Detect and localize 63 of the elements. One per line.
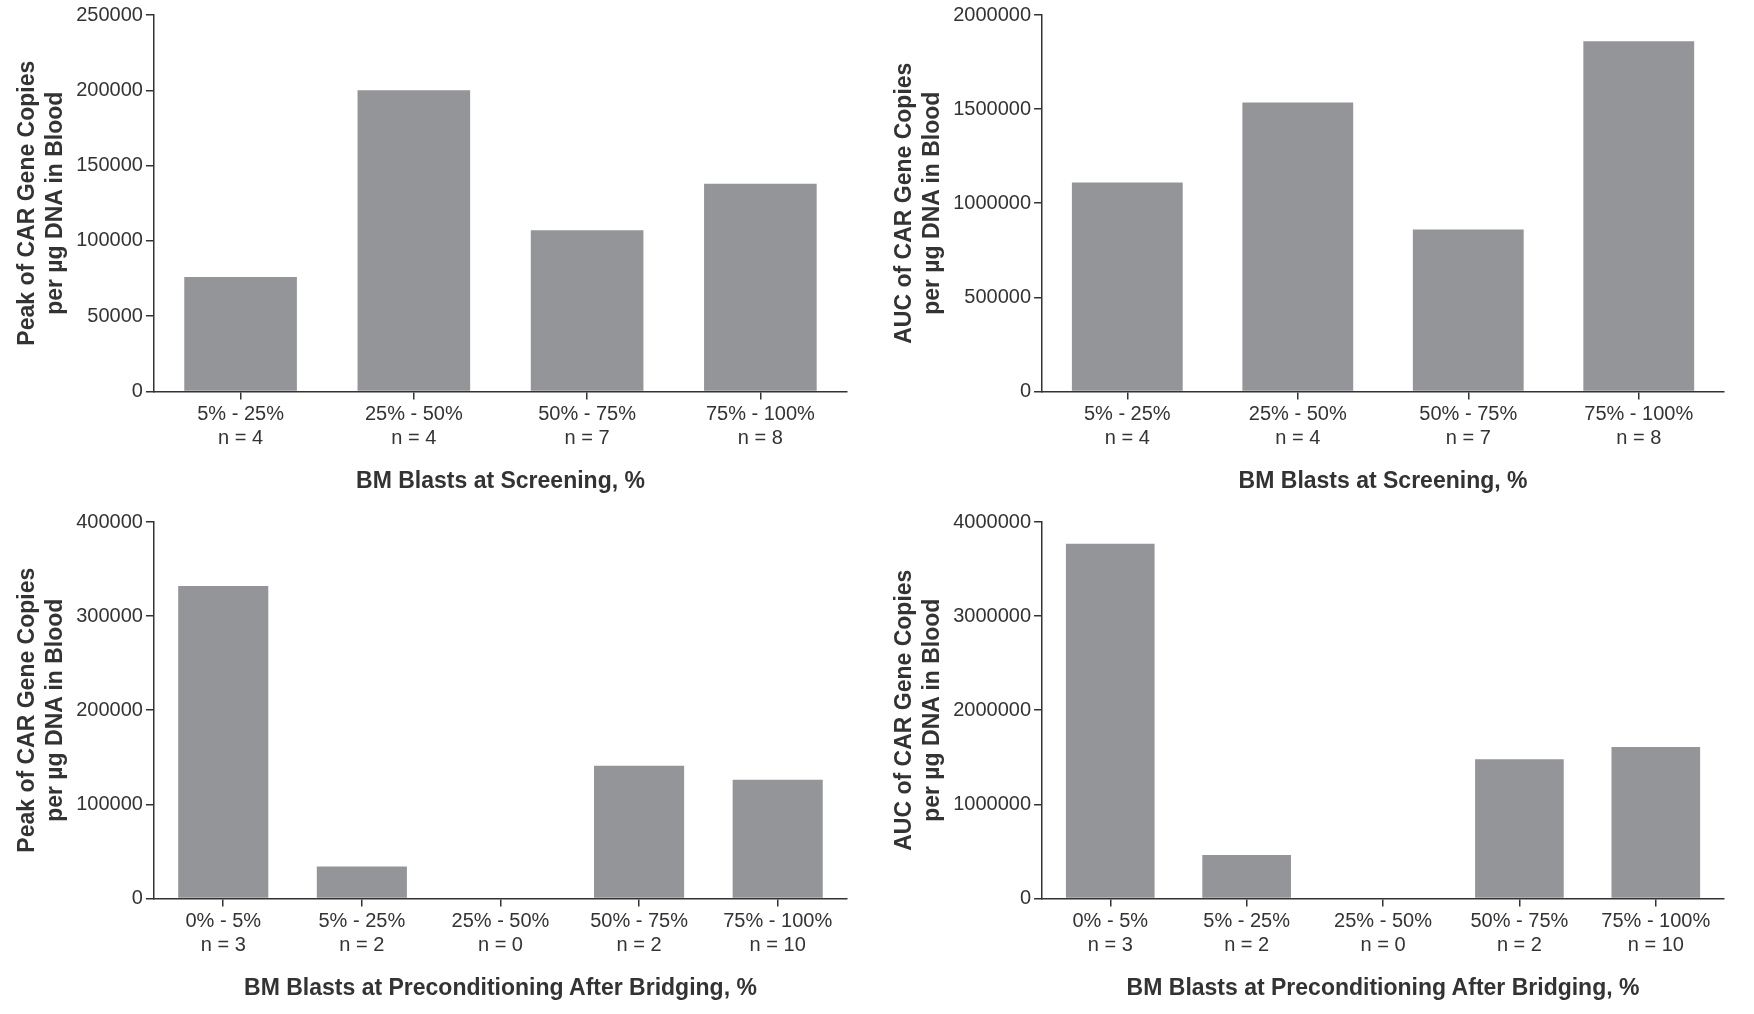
bar [1611, 746, 1701, 898]
x-tick-label: 5% - 25% n = 2 [1203, 908, 1291, 955]
y-tick-label: 0 [1019, 885, 1032, 908]
y-tick-label: 0 [1019, 378, 1032, 401]
bar [357, 90, 471, 391]
x-axis-title: BM Blasts at Preconditioning After Bridging, % [244, 973, 757, 1000]
y-tick-label: 0 [131, 378, 143, 401]
bar [1202, 855, 1291, 898]
x-tick-label: 50% - 75% n = 7 [538, 401, 637, 448]
y-axis-title: Peak of CAR Gene Copies per µg DNA in Blood [13, 60, 67, 346]
y-tick-label: 2000000 [953, 697, 1032, 720]
x-tick-label: 75% - 100% n = 8 [705, 401, 816, 448]
y-tick-label: 100000 [76, 791, 143, 814]
x-tick-label: 75% - 100% n = 8 [1584, 401, 1694, 448]
x-tick-label: 50% - 75% n = 7 [1419, 401, 1518, 448]
y-axis-title: Peak of CAR Gene Copies per µg DNA in Blood [13, 567, 67, 853]
bar [1412, 229, 1524, 391]
x-tick-label: 0% - 5% n = 3 [185, 908, 262, 955]
x-tick-label: 50% - 75% n = 2 [1470, 908, 1569, 955]
bar [594, 765, 685, 898]
x-tick-label: 5% - 25% n = 4 [197, 401, 285, 448]
x-tick-label: 25% - 50% n = 0 [451, 908, 550, 955]
y-tick-label: 2000000 [953, 2, 1032, 25]
y-tick-label: 1000000 [953, 791, 1032, 814]
y-tick-label: 0 [131, 885, 143, 908]
y-tick-label: 250000 [76, 2, 143, 25]
bar [184, 276, 297, 391]
x-tick-label: 25% - 50% n = 4 [364, 401, 463, 448]
bar [1475, 759, 1564, 898]
y-tick-label: 100000 [76, 228, 143, 251]
y-tick-label: 4000000 [953, 509, 1032, 532]
bar [530, 230, 644, 391]
y-tick-label: 200000 [76, 697, 143, 720]
y-tick-label: 3000000 [953, 603, 1032, 626]
x-tick-label: 25% - 50% n = 4 [1248, 401, 1347, 448]
y-tick-label: 150000 [76, 153, 143, 176]
x-axis-title: BM Blasts at Preconditioning After Bridging, % [1126, 973, 1640, 1000]
y-tick-label: 50000 [87, 303, 143, 326]
bar [732, 779, 823, 898]
y-tick-label: 500000 [964, 284, 1032, 307]
bar [704, 183, 817, 391]
bar [316, 866, 407, 898]
bar [1242, 102, 1354, 391]
x-axis-title: BM Blasts at Screening, % [356, 466, 645, 493]
bar [1583, 41, 1695, 391]
bar [1071, 182, 1183, 391]
y-tick-label: 400000 [76, 509, 143, 532]
x-tick-label: 25% - 50% n = 0 [1334, 908, 1433, 955]
x-tick-label: 5% - 25% n = 2 [318, 908, 406, 955]
x-tick-label: 75% - 100% n = 10 [1601, 908, 1711, 955]
y-axis-title: AUC of CAR Gene Copies per µg DNA in Blood [890, 569, 944, 851]
bar [1065, 543, 1155, 898]
x-tick-label: 75% - 100% n = 10 [723, 908, 833, 955]
y-tick-label: 200000 [76, 77, 143, 100]
bar [178, 585, 269, 898]
x-tick-label: 0% - 5% n = 3 [1072, 908, 1149, 955]
y-tick-label: 300000 [76, 603, 143, 626]
y-axis-title: AUC of CAR Gene Copies per µg DNA in Blood [890, 62, 944, 344]
y-tick-label: 1000000 [953, 190, 1032, 213]
x-tick-label: 50% - 75% n = 2 [590, 908, 689, 955]
x-tick-label: 5% - 25% n = 4 [1083, 401, 1171, 448]
x-axis-title: BM Blasts at Screening, % [1238, 466, 1528, 493]
y-tick-label: 1500000 [953, 96, 1032, 119]
